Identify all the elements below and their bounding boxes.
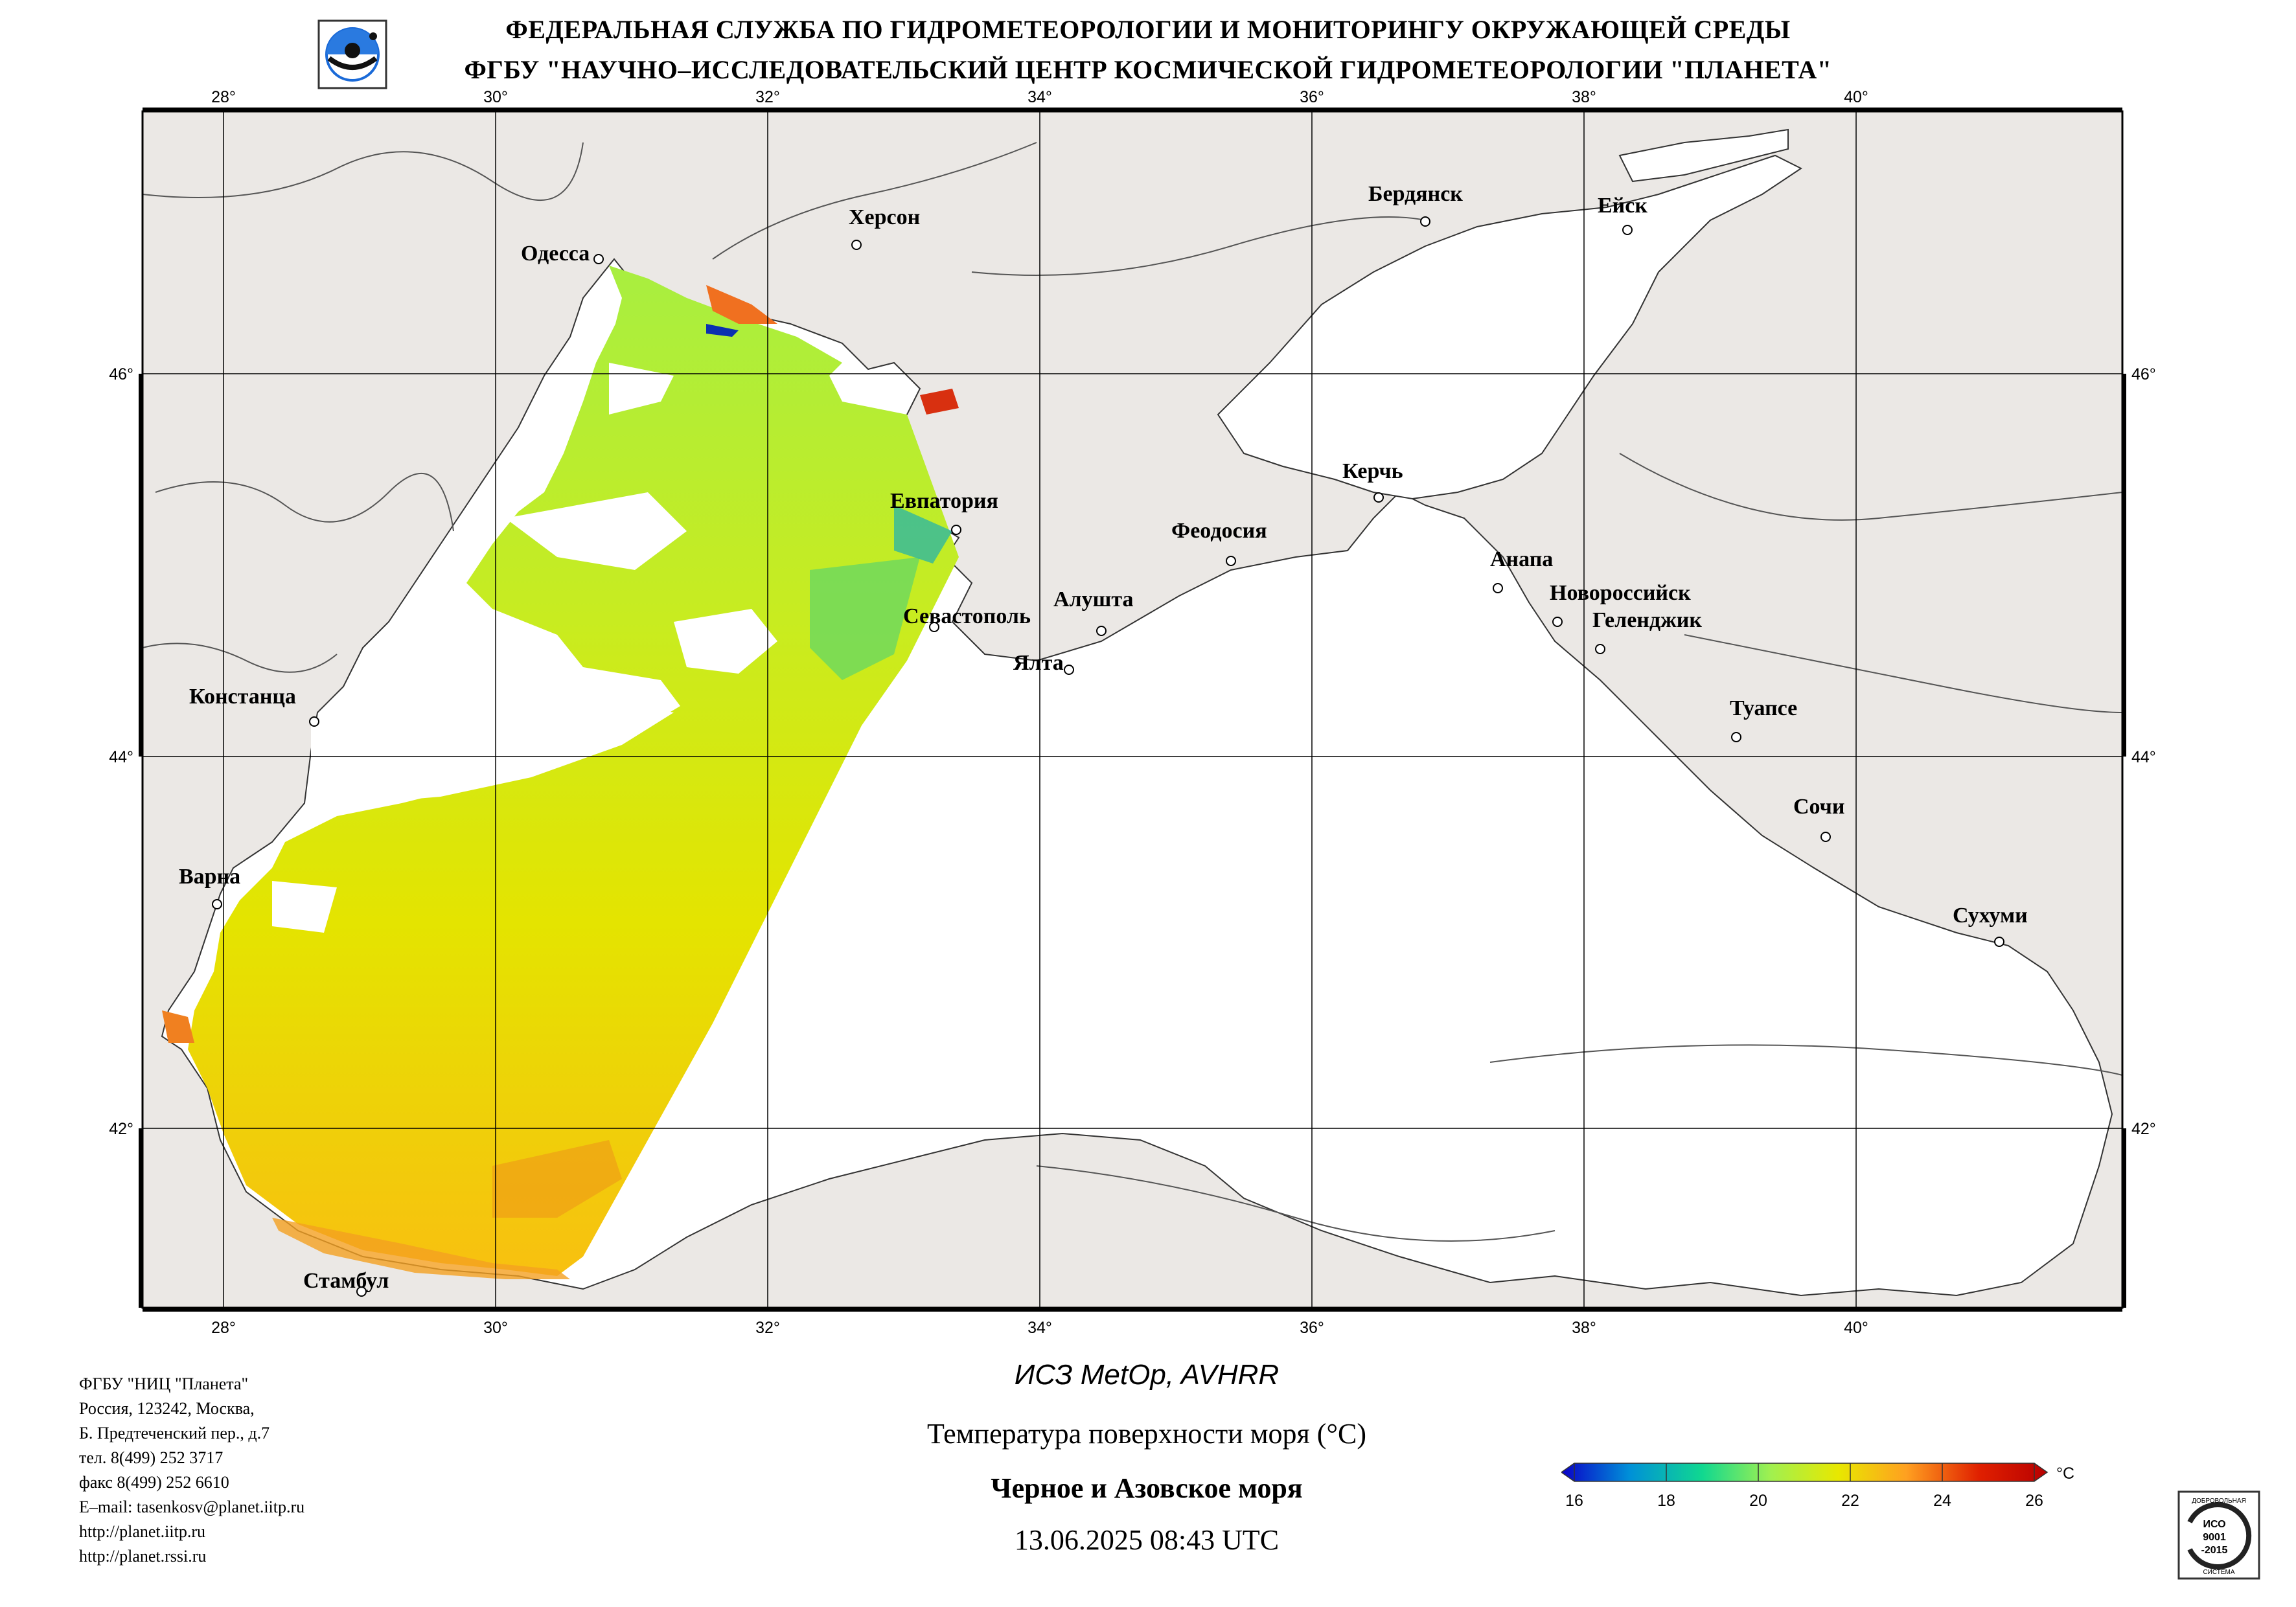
lon-tick-bottom: 32° [755,1319,780,1337]
warm-area [162,1010,194,1043]
cool-area [810,557,920,680]
city-label: Анапа [1490,547,1553,571]
graticule [143,111,2122,1308]
colorbar-tick: 18 [1657,1492,1675,1510]
azov-sea [1217,154,1802,500]
city-label: Евпатория [890,489,998,513]
warm-area [492,1140,622,1218]
lon-tick-bottom: 34° [1027,1319,1052,1337]
city-label: Стамбул [303,1269,389,1293]
city-label: Одесса [521,242,590,266]
lon-tick-top: 32° [755,88,780,106]
lon-tick-top: 34° [1027,88,1052,106]
lon-tick-bottom: 30° [483,1319,508,1337]
lon-tick-top: 40° [1844,88,1868,106]
lon-tick-bottom: 40° [1844,1319,1868,1337]
colorbar-tick: 22 [1841,1492,1859,1510]
colorbar-tick: 20 [1749,1492,1767,1510]
city-label: Варна [179,865,240,889]
city-label: Алушта [1053,587,1133,611]
city-label: Сочи [1793,795,1844,819]
city-label: Геленджик [1592,608,1702,632]
taganrog-bay [1618,128,1789,183]
org-phone: тел. 8(499) 252 3717 [79,1448,224,1467]
org-website-link[interactable]: http://planet.rssi.ru [79,1547,207,1566]
iso-certification-icon: ДОБРОВОЛЬНАЯ ИСО 9001 -2015 СИСТЕМА [2177,1490,2260,1580]
lat-tick-right: 46° [2131,365,2156,383]
temperature-colorbar: 16 18 20 22 24 26 °C [1561,1463,2074,1510]
iso-top-text: ДОБРОВОЛЬНАЯ [2192,1498,2246,1505]
iso-line3: -2015 [2201,1545,2228,1556]
city-label: Херсон [849,205,920,229]
header-title-line2: ФГБУ "НАУЧНО–ИССЛЕДОВАТЕЛЬСКИЙ ЦЕНТР КОС… [464,55,1832,84]
org-email: E–mail: tasenkosv@planet.iitp.ru [79,1498,305,1516]
header-title-line1: ФЕДЕРАЛЬНАЯ СЛУЖБА ПО ГИДРОМЕТЕОРОЛОГИИ … [505,15,1791,44]
cloud-gap [674,609,777,674]
city-markers [212,216,2004,1297]
warm-area [920,389,959,415]
city-label: Бердянск [1368,182,1463,206]
cloud-gap [609,363,674,415]
iso-line1: ИСО [2203,1519,2225,1530]
lon-tick-bottom: 36° [1300,1319,1324,1337]
frame-ticks [139,108,2126,1312]
lon-tick-bottom: 28° [211,1319,236,1337]
cloud-gap [272,881,337,933]
city-label: Ялта [1013,651,1064,675]
sst-swath [188,266,959,1276]
org-name: ФГБУ "НИЦ "Планета" [79,1374,249,1393]
city-label: Феодосия [1171,519,1267,543]
parameter-caption: Температура поверхности моря (°C) [926,1418,1367,1450]
region-caption: Черное и Азовское моря [991,1472,1303,1504]
lon-tick-bottom: 38° [1572,1319,1596,1337]
city-label: Сухуми [1953,904,2028,928]
cloud-gap [311,687,674,803]
iso-line2: 9001 [2203,1532,2226,1543]
lat-tick-right: 44° [2131,748,2156,766]
city-label: Туапсе [1730,696,1797,720]
city-label: Ейск [1598,194,1647,218]
colorbar-bar [1561,1463,2047,1481]
city-label: Констанца [189,685,296,709]
iso-bottom-text: СИСТЕМА [2203,1569,2234,1576]
city-label: Севастополь [903,604,1031,628]
organization-contacts: ФГБУ "НИЦ "Планета" Россия, 123242, Моск… [79,1372,304,1569]
lat-tick-left: 42° [109,1120,133,1138]
satellite-caption: ИСЗ MetOp, AVHRR [1014,1359,1280,1391]
org-fax: факс 8(499) 252 6610 [79,1473,229,1492]
lat-tick-right: 42° [2131,1120,2156,1138]
lon-tick-top: 38° [1572,88,1596,106]
lat-tick-left: 44° [109,748,133,766]
datetime-caption: 13.06.2025 08:43 UTC [1014,1524,1280,1556]
colorbar-tick: 26 [2025,1492,2043,1510]
org-address: Россия, 123242, Москва, [79,1399,255,1418]
lon-tick-top: 28° [211,88,236,106]
warm-area [706,285,777,324]
cloud-gap [505,492,687,570]
planeta-logo-icon [317,19,387,89]
lon-tick-top: 36° [1300,88,1324,106]
lat-tick-left: 46° [109,365,133,383]
cold-spot [706,324,739,337]
org-website-link[interactable]: http://planet.iitp.ru [79,1522,205,1541]
colorbar-unit: °C [2056,1465,2074,1483]
colorbar-tick: 24 [1933,1492,1951,1510]
cool-area [894,505,952,564]
org-street: Б. Предтеченский пер., д.7 [79,1424,270,1442]
borders-rivers [143,142,2122,1242]
city-label: Новороссийск [1550,581,1691,605]
colorbar-tick: 16 [1565,1492,1583,1510]
lon-tick-top: 30° [483,88,508,106]
city-label: Керчь [1342,459,1403,483]
